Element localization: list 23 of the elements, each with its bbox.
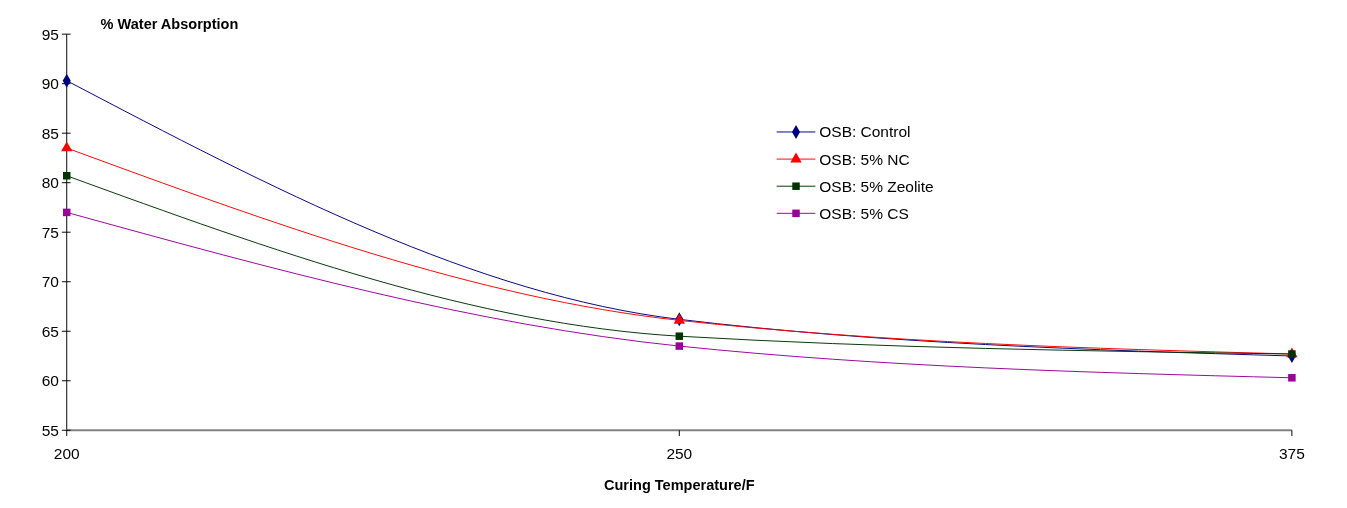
y-tick-label: 70 <box>41 273 59 291</box>
x-axis-title: Curing Temperature/F <box>604 477 755 494</box>
point <box>675 332 684 340</box>
chart-title: % Water Absorption <box>100 16 239 33</box>
y-tick-label: 75 <box>41 223 59 241</box>
x-tick-label: 250 <box>666 445 693 463</box>
y-tick-label: 65 <box>41 322 59 340</box>
legend-label: OSB: 5% Zeolite <box>819 177 934 195</box>
point <box>675 342 684 350</box>
point <box>61 141 73 152</box>
y-tick-label: 55 <box>41 421 59 439</box>
y-tick-label: 60 <box>41 372 59 390</box>
x-tick-label: 375 <box>1278 445 1305 463</box>
y-tick-label: 80 <box>41 174 59 192</box>
y-tick-label: 95 <box>41 25 59 43</box>
y-tick-label: 90 <box>41 75 59 93</box>
point <box>1288 374 1296 382</box>
legend-label: OSB: 5% CS <box>819 204 909 222</box>
legend-label: OSB: Control <box>819 123 911 141</box>
y-tick-label: 85 <box>41 124 59 142</box>
point <box>62 172 71 180</box>
legend-label: OSB: 5% NC <box>819 150 910 168</box>
x-tick-label: 200 <box>53 445 80 463</box>
